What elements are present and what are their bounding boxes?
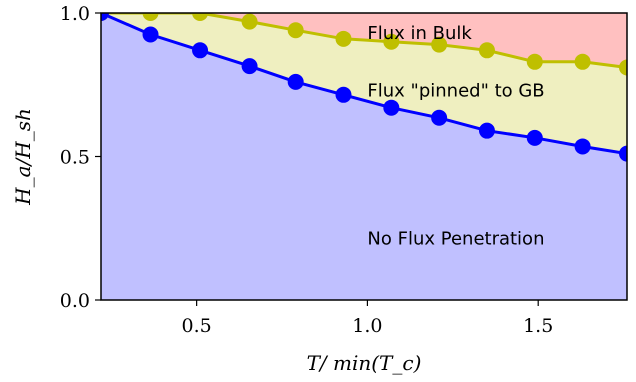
penetration-boundary-point-2 <box>192 42 209 59</box>
pinned-boundary-point-6 <box>383 33 400 50</box>
penetration-boundary-point-5 <box>335 86 352 103</box>
pinned-boundary-point-5 <box>335 30 352 47</box>
x-axis: 0.5 1.0 1.5 <box>182 300 553 337</box>
x-tick-label-1: 1.0 <box>352 315 382 337</box>
pinned-boundary-point-9 <box>526 53 543 70</box>
pinned-boundary-point-3 <box>241 13 258 30</box>
y-axis-label: H_a/H_sh <box>11 108 35 206</box>
annotations: Flux in Bulk Flux "pinned" to GB No Flux… <box>367 23 544 249</box>
x-tick-label-0: 0.5 <box>182 315 212 337</box>
y-axis: 0.0 0.5 1.0 <box>60 3 101 312</box>
penetration-boundary-point-11 <box>619 145 627 162</box>
pinned-boundary-point-11 <box>619 59 627 76</box>
pinned-boundary-point-1 <box>142 13 159 21</box>
no-flux-penetration-region <box>101 13 627 300</box>
y-tick-label-2: 1.0 <box>60 3 90 25</box>
pinned-boundary-point-4 <box>287 22 304 39</box>
annotation-flux-in-bulk: Flux in Bulk <box>367 23 472 44</box>
annotation-no-flux: No Flux Penetration <box>367 228 544 249</box>
penetration-boundary-point-3 <box>241 58 258 75</box>
pinned-boundary-point-7 <box>431 36 448 53</box>
annotation-flux-pinned: Flux "pinned" to GB <box>367 80 544 101</box>
y-tick-label-1: 0.5 <box>60 147 90 169</box>
penetration-boundary-points <box>101 13 627 162</box>
x-axis-label: T/ min(T_c) <box>307 351 422 375</box>
penetration-boundary-point-10 <box>574 138 591 155</box>
pinned-boundary-points <box>101 13 627 76</box>
pinned-boundary-point-8 <box>478 42 495 59</box>
pinned-boundary-point-2 <box>192 13 209 21</box>
x-tick-label-2: 1.5 <box>523 315 553 337</box>
penetration-boundary-point-0 <box>101 13 109 21</box>
penetration-boundary-point-8 <box>478 122 495 139</box>
pinned-boundary-point-10 <box>574 53 591 70</box>
y-tick-label-0: 0.0 <box>60 290 90 312</box>
penetration-boundary-point-9 <box>526 129 543 146</box>
penetration-boundary-point-1 <box>142 26 159 43</box>
penetration-boundary-line <box>101 13 627 156</box>
penetration-boundary-point-4 <box>287 73 304 90</box>
penetration-boundary-point-6 <box>383 99 400 116</box>
penetration-boundary-point-7 <box>431 109 448 126</box>
